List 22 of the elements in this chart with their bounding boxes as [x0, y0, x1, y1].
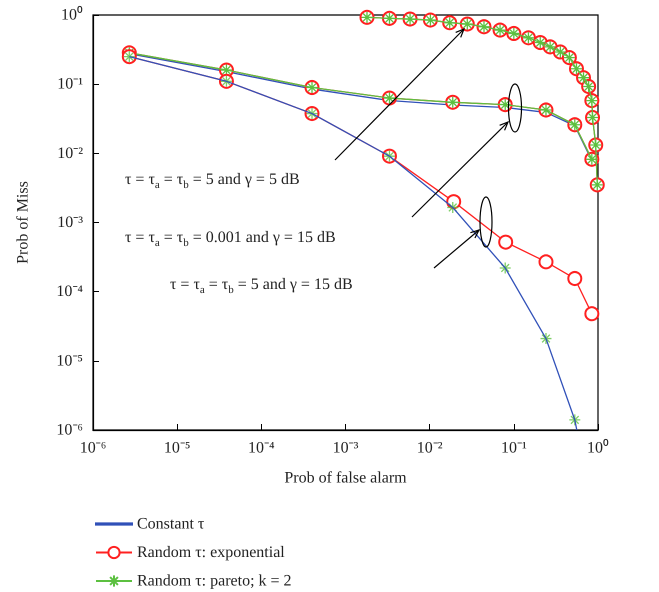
x-tick-label: 10⁰: [587, 438, 609, 456]
y-tick-label: 10⁻⁵: [56, 352, 83, 370]
annotation: τ = τ$_{a}$ = τ$_{b}$ = 5 and γ = 5 dB: [125, 171, 300, 194]
annotation: τ = τ$_{a}$ = τ$_{b}$ = 0.001 and γ = 15 dB: [125, 229, 336, 252]
x-tick-label: 10⁻¹: [500, 440, 527, 456]
legend-label: Constant τ: [137, 516, 205, 532]
x-axis-title: Prob of false alarm: [284, 470, 408, 486]
x-tick-label: 10⁻⁵: [164, 440, 190, 456]
y-tick-label: 10⁻⁴: [56, 283, 84, 300]
y-tick-label: 10⁻³: [57, 214, 84, 231]
x-tick-label: 10⁻²: [416, 440, 443, 456]
x-tick-label: 10⁻⁴: [248, 440, 276, 456]
legend-label: Random τ: exponential: [137, 544, 286, 561]
annotation: τ = τ$_{a}$ = τ$_{b}$ = 5 and γ = 15 dB: [170, 276, 353, 298]
x-tick-label: 10⁻⁶: [80, 440, 106, 456]
y-tick-label: 10⁻²: [57, 144, 84, 162]
legend-label: Random τ: pareto; k = 2: [137, 572, 292, 590]
y-tick-label: 10⁻⁶: [56, 422, 83, 438]
y-tick-label: 10⁰: [61, 6, 83, 24]
y-axis-title: Prob of Miss: [14, 181, 32, 264]
x-tick-label: 10⁻³: [332, 440, 359, 456]
y-tick-label: 10⁻¹: [57, 76, 84, 93]
